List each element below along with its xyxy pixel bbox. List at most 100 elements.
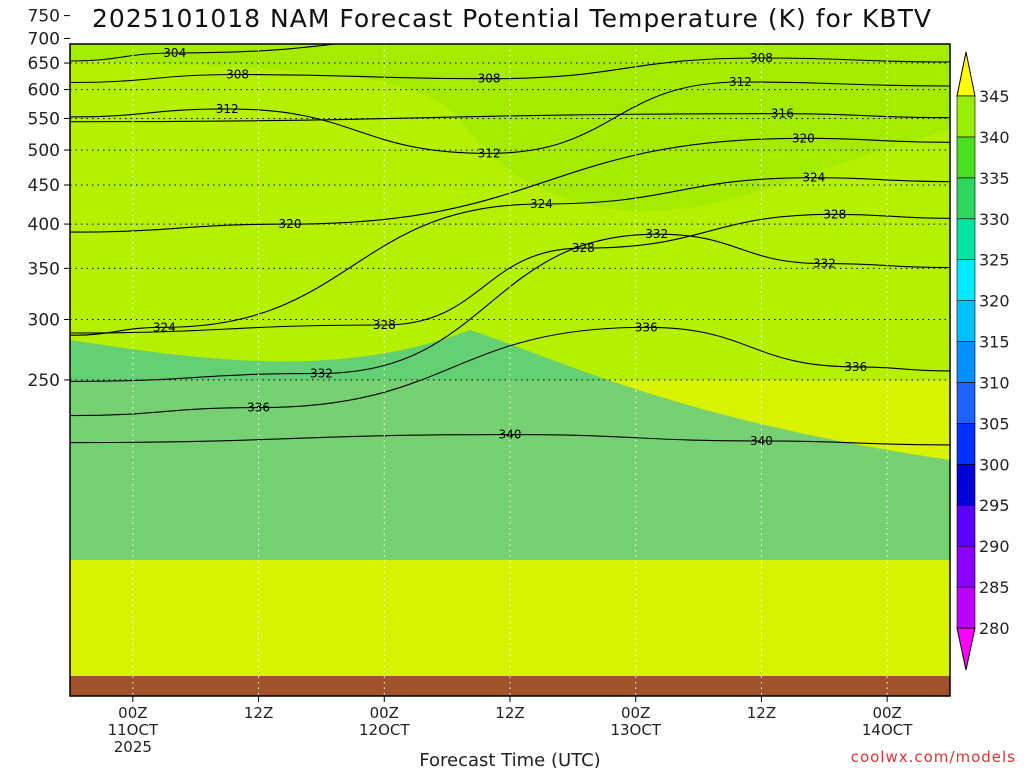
y-tick-label: 600 bbox=[28, 81, 60, 101]
y-tick-label: 750 bbox=[28, 7, 60, 27]
contour-label: 320 bbox=[279, 217, 302, 231]
colorbar: 280 285 290 295 300 305 310 315 320 325 330 335 340 3… bbox=[956, 51, 1010, 671]
contour-label: 308 bbox=[750, 51, 773, 65]
colorbar-swatch bbox=[956, 423, 976, 465]
contour-label: 332 bbox=[813, 257, 836, 271]
x-tick-label: 12Z bbox=[747, 704, 776, 722]
contour-label: 340 bbox=[750, 434, 773, 448]
contour-label: 336 bbox=[247, 401, 270, 415]
colorbar-label: 290 bbox=[979, 537, 1010, 556]
colorbar-label: 310 bbox=[979, 373, 1010, 392]
colorbar-swatch bbox=[956, 545, 976, 588]
colorbar-swatch bbox=[956, 136, 976, 179]
x-tick-label: 00Z bbox=[621, 704, 650, 722]
colorbar-bottom-arrow bbox=[956, 627, 976, 671]
colorbar-swatch bbox=[956, 95, 976, 138]
contour-label: 308 bbox=[478, 72, 501, 86]
x-tick-label: 12Z bbox=[495, 704, 524, 722]
y-tick-label: 550 bbox=[28, 109, 60, 129]
contour-label: 328 bbox=[572, 241, 595, 255]
x-tick-label: 12OCT bbox=[359, 721, 410, 739]
x-tick-label: 12Z bbox=[244, 704, 273, 722]
colorbar-label: 280 bbox=[979, 619, 1010, 638]
y-tick-label: 700 bbox=[28, 29, 60, 49]
colorbar-swatch bbox=[956, 464, 976, 506]
contour-line-316 bbox=[70, 113, 950, 123]
colorbar-top-arrow bbox=[956, 51, 976, 97]
contour-line-340 bbox=[70, 434, 950, 446]
contour-label: 340 bbox=[499, 428, 522, 442]
contour-line-304 bbox=[70, 44, 340, 62]
colorbar-label: 315 bbox=[979, 333, 1010, 352]
x-tick-label: 13OCT bbox=[610, 721, 661, 739]
contour-label: 300 bbox=[467, 0, 490, 10]
contour-line-312 bbox=[70, 81, 950, 154]
contour-label: 324 bbox=[153, 320, 176, 334]
colorbar-swatch bbox=[956, 341, 976, 383]
colorbar-swatch bbox=[956, 177, 976, 220]
x-axis-label: Forecast Time (UTC) bbox=[419, 750, 600, 768]
credit-text[interactable]: coolwx.com/models bbox=[850, 748, 1016, 766]
contour-line-300 bbox=[70, 0, 950, 23]
colorbar-swatch bbox=[956, 504, 976, 547]
y-tick-label: 250 bbox=[28, 371, 60, 391]
colorbar-label: 335 bbox=[979, 169, 1010, 188]
colorbar-swatch bbox=[956, 300, 976, 342]
contour-label: 324 bbox=[530, 197, 553, 211]
contour-label: 336 bbox=[844, 360, 867, 374]
contour-label: 316 bbox=[771, 107, 794, 121]
plot-area: 340 340 336 336 336 332 332 332 328 328 328 324 324 3… bbox=[70, 0, 950, 696]
contour-line-332 bbox=[70, 233, 950, 382]
contour-line-336 bbox=[70, 326, 950, 417]
contour-label: 312 bbox=[478, 146, 501, 160]
x-tick-label: 00Z bbox=[370, 704, 399, 722]
colorbar-label: 320 bbox=[979, 292, 1010, 311]
y-tick-label: 450 bbox=[28, 176, 60, 196]
contour-label: 320 bbox=[792, 131, 815, 145]
mid-level-region bbox=[70, 330, 950, 560]
colorbar-swatch bbox=[956, 586, 976, 629]
x-tick-label: 00Z bbox=[872, 704, 901, 722]
y-tick-label: 350 bbox=[28, 259, 60, 279]
colorbar-label: 300 bbox=[979, 455, 1010, 474]
contour-label: 328 bbox=[373, 318, 396, 332]
contour-line-328 bbox=[70, 213, 950, 334]
contour-label: 324 bbox=[802, 171, 825, 185]
contour-label: 300 bbox=[666, 0, 689, 1]
y-tick-label: 650 bbox=[28, 54, 60, 74]
colorbar-label: 340 bbox=[979, 128, 1010, 147]
colorbar-label: 330 bbox=[979, 210, 1010, 229]
x-tick-label: 14OCT bbox=[862, 721, 913, 739]
colorbar-label: 305 bbox=[979, 414, 1010, 433]
colorbar-swatch bbox=[956, 382, 976, 424]
contour-label: 304 bbox=[750, 26, 773, 40]
colorbar-swatch bbox=[956, 259, 976, 301]
contour-label: 332 bbox=[310, 366, 333, 380]
contour-label: 332 bbox=[645, 227, 668, 241]
colorbar-label: 285 bbox=[979, 578, 1010, 597]
contour-line-320 bbox=[70, 137, 950, 233]
colorbar-label: 295 bbox=[979, 496, 1010, 515]
x-tick-label: 00Z bbox=[118, 704, 147, 722]
y-tick-label: 300 bbox=[28, 310, 60, 330]
chart-title: 2025101018 NAM Forecast Potential Temper… bbox=[92, 4, 932, 33]
contour-label: 304 bbox=[530, 22, 553, 36]
y-tick-label: 800 bbox=[28, 0, 60, 5]
contour-label: 304 bbox=[163, 46, 186, 60]
x-tick-label: 11OCT bbox=[108, 721, 159, 739]
contour-line-308 bbox=[70, 57, 950, 84]
contour-label: 308 bbox=[226, 67, 249, 81]
colorbar-label: 325 bbox=[979, 251, 1010, 270]
contour-line-324 bbox=[70, 177, 950, 336]
contour-label: 300 bbox=[216, 8, 239, 22]
x-tick-label: 2025 bbox=[114, 738, 152, 756]
colorbar-swatch bbox=[956, 218, 976, 260]
ground-band bbox=[70, 676, 950, 696]
contour-label: 328 bbox=[823, 207, 846, 221]
colorbar-label: 345 bbox=[979, 87, 1010, 106]
contour-label: 312 bbox=[729, 75, 752, 89]
contour-label: 336 bbox=[635, 320, 658, 334]
contour-label: 312 bbox=[216, 102, 239, 116]
y-tick-label: 400 bbox=[28, 215, 60, 235]
